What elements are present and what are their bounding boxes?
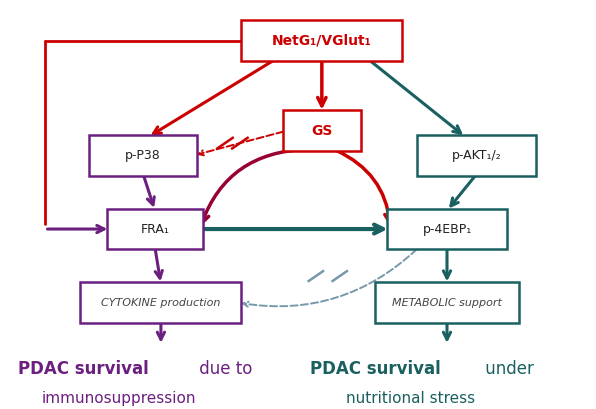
Text: under: under bbox=[480, 360, 533, 378]
Text: nutritional stress: nutritional stress bbox=[346, 391, 475, 406]
Text: METABOLIC support: METABOLIC support bbox=[392, 298, 502, 308]
FancyBboxPatch shape bbox=[375, 282, 519, 323]
Text: PDAC survival: PDAC survival bbox=[18, 360, 148, 378]
Text: due to: due to bbox=[194, 360, 252, 378]
Text: FRA₁: FRA₁ bbox=[141, 222, 169, 236]
FancyBboxPatch shape bbox=[107, 209, 203, 249]
FancyBboxPatch shape bbox=[283, 110, 361, 151]
FancyBboxPatch shape bbox=[89, 135, 197, 176]
FancyBboxPatch shape bbox=[387, 209, 507, 249]
Text: p-P38: p-P38 bbox=[125, 149, 161, 162]
FancyBboxPatch shape bbox=[417, 135, 536, 176]
Text: GS: GS bbox=[311, 124, 333, 138]
Text: CYTOKINE production: CYTOKINE production bbox=[101, 298, 221, 308]
Text: p-AKT₁/₂: p-AKT₁/₂ bbox=[452, 149, 502, 162]
Text: PDAC survival: PDAC survival bbox=[310, 360, 440, 378]
Text: p-4EBP₁: p-4EBP₁ bbox=[423, 222, 471, 236]
Text: NetG₁/VGlut₁: NetG₁/VGlut₁ bbox=[272, 34, 372, 48]
FancyBboxPatch shape bbox=[80, 282, 241, 323]
Text: immunosuppression: immunosuppression bbox=[42, 391, 196, 406]
FancyBboxPatch shape bbox=[241, 20, 402, 61]
